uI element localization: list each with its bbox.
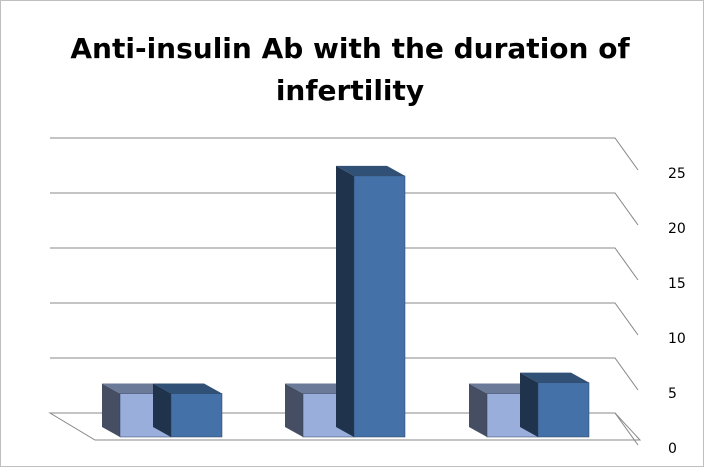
bar-side bbox=[520, 372, 538, 437]
y-tick-label: 10 bbox=[668, 331, 686, 347]
bar-top bbox=[336, 165, 405, 176]
y-tick-label: 5 bbox=[668, 386, 677, 402]
y-tick-label: 25 bbox=[668, 166, 686, 182]
grid-line bbox=[50, 412, 639, 446]
y-tick-label: 20 bbox=[668, 221, 686, 237]
bar-side bbox=[102, 383, 120, 437]
bar bbox=[170, 393, 223, 438]
bar bbox=[353, 175, 406, 438]
y-tick-label: 0 bbox=[668, 441, 677, 457]
bar-top bbox=[520, 372, 589, 383]
bar-side bbox=[469, 383, 487, 437]
bar-side bbox=[336, 165, 354, 437]
grid-line bbox=[50, 357, 639, 391]
y-tick-label: 15 bbox=[668, 276, 686, 292]
bar-side bbox=[285, 383, 303, 437]
bar-top bbox=[153, 383, 222, 394]
grid-line bbox=[50, 302, 639, 336]
grid-line bbox=[50, 247, 639, 281]
bar-side bbox=[153, 383, 171, 437]
grid-line bbox=[50, 192, 639, 226]
bar bbox=[537, 382, 590, 438]
chart-title: Anti-insulin Ab with the duration of inf… bbox=[70, 32, 630, 107]
grid-line bbox=[50, 137, 639, 171]
